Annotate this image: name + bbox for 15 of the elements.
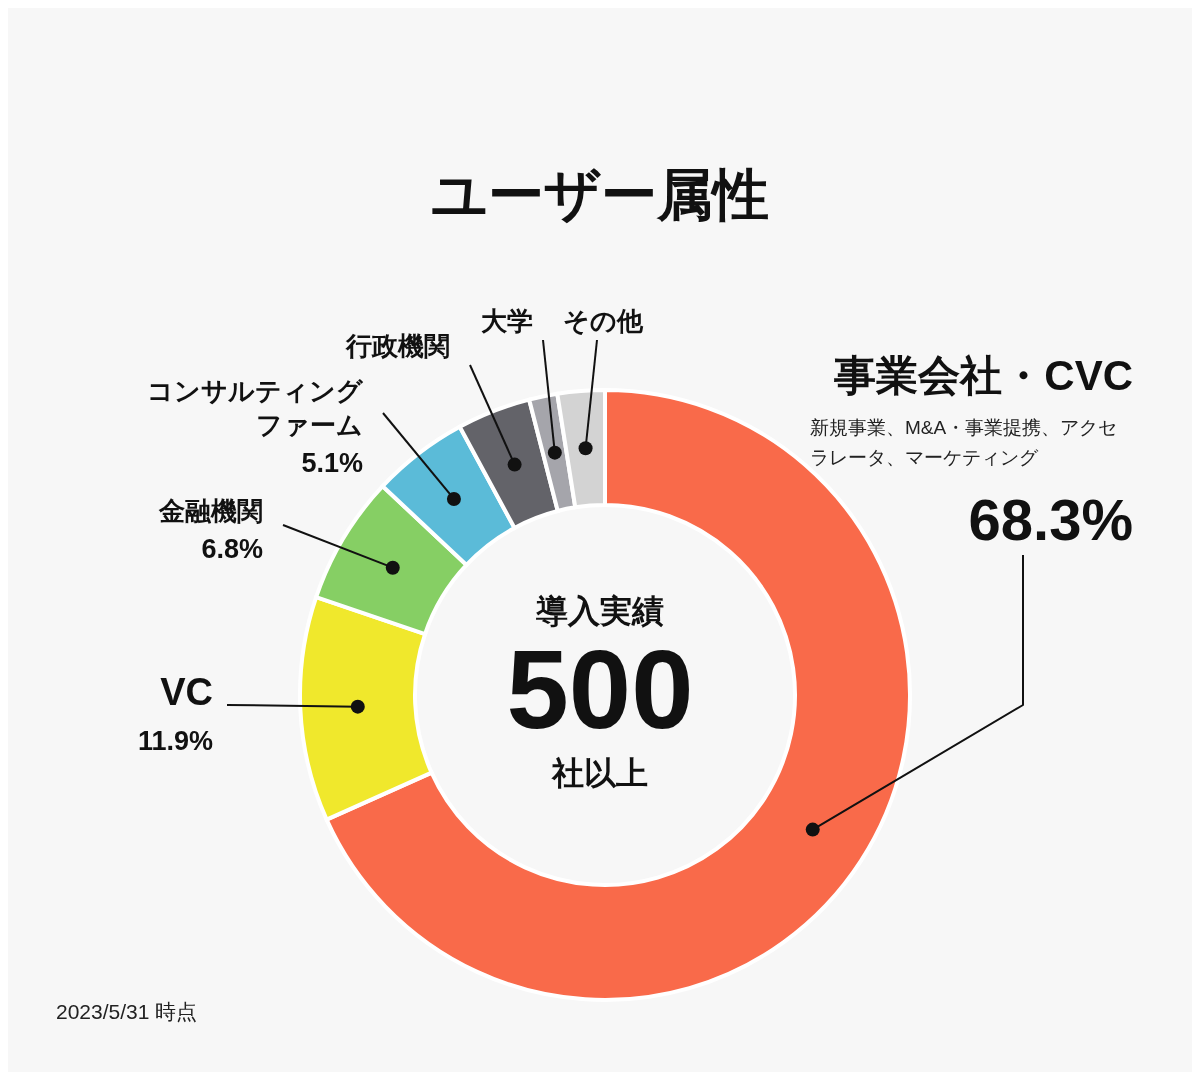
slice-label: 事業会社・CVC — [833, 352, 1133, 399]
text: 2023/5/31 時点 — [56, 999, 198, 1025]
slice-label: VC — [160, 671, 213, 713]
data-label: 68.3% — [968, 487, 1133, 552]
slice-label: コンサルティングファーム — [147, 376, 364, 440]
data-label: 6.8% — [201, 533, 263, 564]
chart-title: ユーザー属性 — [430, 162, 770, 228]
slice-label: その他 — [563, 306, 644, 336]
slice-label: 大学 — [481, 306, 533, 336]
data-label: 11.9% — [137, 726, 213, 757]
text: 新規事業、M&A・事業提携、アクセラレータ、マーケティング — [810, 416, 1119, 470]
slice-label: 行政機関 — [345, 331, 450, 361]
data-label: 5.1% — [301, 447, 363, 478]
slice-label: 金融機関 — [158, 496, 263, 526]
text: 社以上 — [550, 754, 649, 793]
